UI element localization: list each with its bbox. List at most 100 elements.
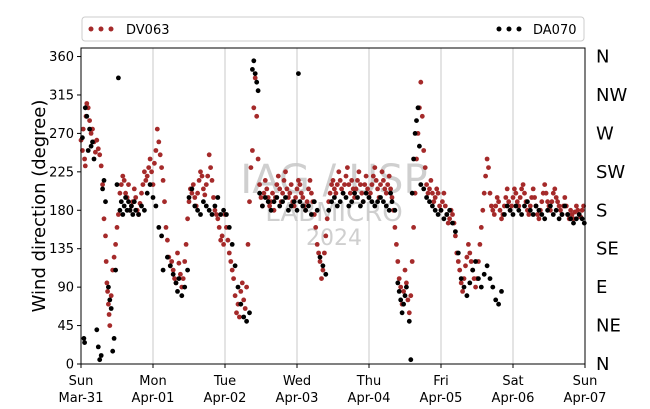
x-tick-date-label: Apr-05: [420, 391, 463, 406]
data-point-dv063: [232, 293, 238, 299]
data-point-dv063: [343, 173, 349, 179]
data-point-dv063: [398, 284, 404, 290]
data-point-dv063: [385, 182, 391, 188]
data-point-dv063: [493, 203, 499, 209]
data-point-dv063: [368, 190, 373, 196]
data-point-da070: [525, 199, 530, 205]
data-point-dv063: [401, 289, 406, 294]
data-point-da070: [182, 284, 188, 290]
data-point-da070: [389, 199, 395, 205]
data-point-dv063: [342, 182, 347, 188]
legend-marker-dv063: [98, 26, 104, 32]
data-point-dv063: [277, 186, 283, 192]
x-tick-date-label: Apr-02: [204, 391, 247, 406]
data-point-da070: [81, 336, 87, 341]
data-point-dv063: [144, 173, 150, 179]
data-point-dv063: [526, 212, 532, 217]
data-point-dv063: [175, 250, 180, 256]
data-point-dv063: [309, 190, 314, 196]
data-point-dv063: [258, 195, 264, 200]
data-point-dv063: [160, 178, 166, 183]
data-point-dv063: [419, 113, 425, 119]
data-point-dv063: [542, 182, 548, 188]
data-point-dv063: [254, 113, 260, 119]
data-point-da070: [173, 280, 179, 286]
data-point-da070: [159, 233, 165, 239]
data-point-dv063: [165, 237, 170, 243]
data-point-da070: [579, 216, 585, 222]
data-point-dv063: [313, 225, 319, 230]
data-point-da070: [255, 88, 261, 94]
data-point-dv063: [225, 237, 231, 243]
data-point-da070: [189, 186, 195, 192]
data-point-dv063: [509, 203, 514, 209]
data-point-dv063: [116, 212, 121, 217]
y-tick-label: 45: [57, 319, 74, 334]
x-tick-date-label: Apr-01: [132, 391, 175, 406]
data-point-da070: [127, 207, 133, 213]
y-axis-label: Wind direction (degree): [29, 100, 50, 313]
legend-item-da070: DA070: [496, 23, 577, 38]
data-point-da070: [111, 336, 117, 341]
data-point-dv063: [332, 186, 337, 192]
data-point-dv063: [103, 233, 108, 239]
data-point-dv063: [370, 173, 376, 179]
data-point-da070: [409, 190, 415, 196]
data-point-dv063: [365, 186, 370, 192]
data-point-dv063: [324, 216, 330, 222]
data-point-dv063: [513, 190, 519, 196]
data-point-dv063: [477, 242, 483, 247]
data-point-dv063: [250, 148, 255, 153]
data-point-da070: [502, 212, 507, 217]
data-point-da070: [412, 131, 418, 136]
data-point-dv063: [435, 190, 441, 196]
data-point-dv063: [154, 126, 160, 132]
legend-item-dv063: DV063: [88, 23, 170, 38]
data-point-dv063: [298, 190, 304, 196]
data-point-dv063: [198, 169, 203, 175]
y-tick-label: 180: [49, 204, 74, 219]
data-point-da070: [87, 126, 92, 132]
data-point-dv063: [425, 190, 431, 196]
data-point-da070: [209, 212, 215, 217]
data-point-da070: [215, 195, 221, 200]
data-point-da070: [244, 318, 250, 324]
data-point-dv063: [457, 267, 463, 273]
data-point-dv063: [575, 207, 581, 213]
data-point-dv063: [579, 207, 585, 213]
data-point-da070: [453, 229, 458, 235]
data-point-da070: [513, 203, 519, 209]
data-point-da070: [206, 207, 212, 213]
data-point-dv063: [453, 233, 458, 239]
data-point-da070: [401, 301, 406, 307]
data-point-dv063: [221, 242, 227, 247]
data-point-da070: [490, 284, 496, 290]
scatter-points: [78, 58, 587, 363]
data-point-dv063: [216, 225, 222, 230]
data-point-da070: [392, 207, 398, 213]
data-point-dv063: [307, 178, 313, 183]
data-point-dv063: [346, 182, 352, 188]
data-point-da070: [470, 267, 476, 273]
data-point-dv063: [176, 260, 182, 266]
data-point-dv063: [126, 182, 131, 188]
data-point-da070: [522, 203, 527, 209]
data-point-dv063: [395, 259, 401, 264]
data-point-da070: [553, 207, 559, 213]
data-point-da070: [257, 190, 262, 196]
data-point-da070: [576, 212, 582, 217]
data-point-da070: [340, 190, 346, 196]
data-point-dv063: [497, 207, 503, 213]
data-point-da070: [224, 212, 229, 217]
data-point-da070: [306, 203, 311, 209]
data-point-dv063: [349, 178, 355, 183]
data-point-da070: [343, 195, 349, 200]
data-point-da070: [399, 310, 405, 316]
data-point-dv063: [288, 182, 294, 188]
data-point-dv063: [107, 323, 113, 328]
legend-box: [81, 16, 585, 42]
cardinal-label: W: [596, 123, 614, 144]
data-point-dv063: [353, 186, 359, 192]
data-point-da070: [179, 293, 185, 299]
data-point-dv063: [442, 203, 448, 209]
